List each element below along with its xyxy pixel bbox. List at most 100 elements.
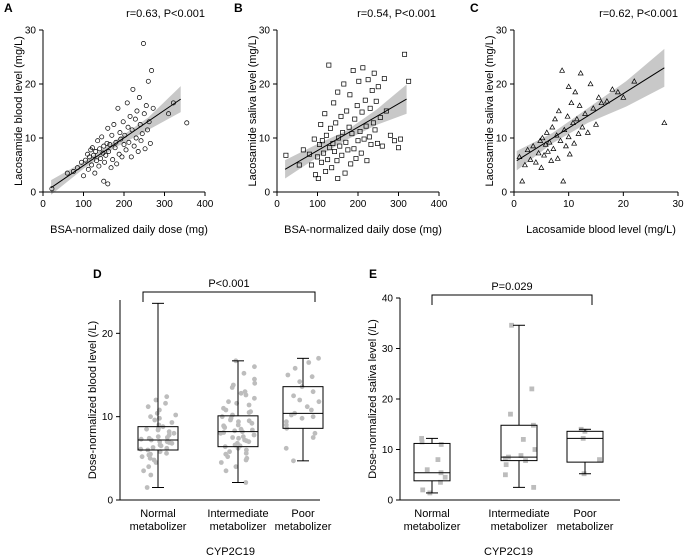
axes: 0 10 20 (102, 300, 320, 507)
x-axis-label: Lacosamide blood level (mg/L) (526, 224, 676, 236)
data-point (166, 111, 171, 117)
data-point (328, 125, 333, 131)
data-point (163, 400, 168, 406)
data-point (595, 94, 602, 100)
data-point (335, 89, 341, 95)
x-tick-label: 400 (197, 199, 214, 210)
data-point (96, 163, 102, 169)
data-point (87, 154, 93, 160)
panel-b: B 0 100 200 300 400 0 10 20 30 r=0.54, P<0.001 BSA-… (234, 1, 448, 236)
data-point (406, 78, 412, 84)
data-point (146, 464, 152, 470)
data-point (365, 77, 371, 83)
data-point (387, 132, 393, 138)
data-point (166, 429, 172, 435)
data-point (544, 148, 551, 154)
stat-annotation: P<0.001 (208, 278, 249, 290)
data-point (521, 161, 528, 168)
data-point (230, 435, 236, 440)
data-point (120, 119, 126, 125)
data-point (419, 435, 424, 441)
category-label: metabolizer (210, 521, 267, 533)
data-point (323, 132, 329, 138)
stat-annotation: P=0.029 (491, 281, 532, 293)
data-point (306, 360, 312, 365)
data-point (438, 479, 443, 485)
data-point (351, 146, 357, 152)
data-point (173, 412, 179, 418)
data-point (371, 70, 377, 76)
data-point (343, 139, 349, 145)
data-point (151, 457, 157, 463)
data-point (148, 472, 154, 478)
data-point (166, 432, 172, 438)
data-point (575, 130, 582, 136)
category-label: metabolizer (491, 521, 548, 533)
data-point (79, 159, 84, 165)
data-point (566, 150, 573, 157)
data-point (352, 116, 358, 122)
y-tick: 0 (107, 496, 120, 507)
data-point (350, 68, 356, 73)
data-point (89, 145, 95, 151)
x-tick-label: 10 (563, 199, 575, 210)
y-tick-label: 0 (30, 188, 36, 199)
data-point (145, 78, 151, 84)
data-point (331, 100, 337, 106)
box (282, 386, 324, 429)
y-axis-label: Lacosamide blood level (mg/L) (13, 36, 25, 186)
data-point (367, 105, 373, 111)
stat-annotation: r=0.62, P<0.001 (599, 8, 678, 20)
data-point (85, 166, 91, 172)
x-tick: 0 (511, 192, 517, 210)
box (566, 430, 604, 463)
data-point (93, 149, 99, 154)
data-point (252, 380, 258, 386)
data-point (357, 129, 363, 134)
data-point (242, 389, 248, 395)
y-tick: 20 (102, 329, 120, 340)
x-tick: 0 (40, 192, 46, 210)
data-point (101, 143, 107, 149)
data-point (372, 127, 378, 133)
data-point (587, 80, 594, 87)
data-point (346, 124, 352, 130)
x-axis-label: CYP2C19 (206, 546, 255, 558)
x-tick-label: 100 (309, 199, 326, 210)
y-tick: 20 (25, 80, 43, 91)
data-points (516, 67, 668, 184)
regression-line (516, 67, 665, 162)
x-tick-label: 0 (40, 199, 46, 210)
data-point (503, 472, 508, 478)
data-point (152, 417, 158, 423)
data-point (135, 149, 141, 154)
axes: 0 10 20 30 40 (382, 294, 620, 507)
data-point (140, 41, 146, 46)
category-label: Normal (414, 508, 449, 520)
y-axis-label: Dose-normalized saliva level (/L) (367, 319, 379, 479)
data-point (577, 69, 584, 76)
data-point (336, 135, 342, 141)
data-point (285, 372, 291, 378)
data-point (145, 404, 151, 410)
data-point (138, 436, 144, 442)
data-point (555, 107, 562, 114)
data-point (236, 435, 241, 441)
data-point (518, 453, 524, 458)
data-point (532, 447, 538, 452)
y-tick: 0 (501, 188, 514, 199)
regression-line (50, 98, 181, 189)
data-point (291, 458, 296, 464)
y-tick: 40 (382, 294, 400, 305)
data-point (145, 127, 150, 133)
x-tick-label: 200 (350, 199, 367, 210)
data-point (251, 432, 257, 438)
x-tick-label: 300 (156, 199, 173, 210)
axes: 0 100 200 300 400 0 10 20 30 (25, 26, 214, 211)
data-point (321, 150, 327, 156)
x-tick: 200 (350, 192, 367, 210)
data-point (105, 125, 111, 131)
